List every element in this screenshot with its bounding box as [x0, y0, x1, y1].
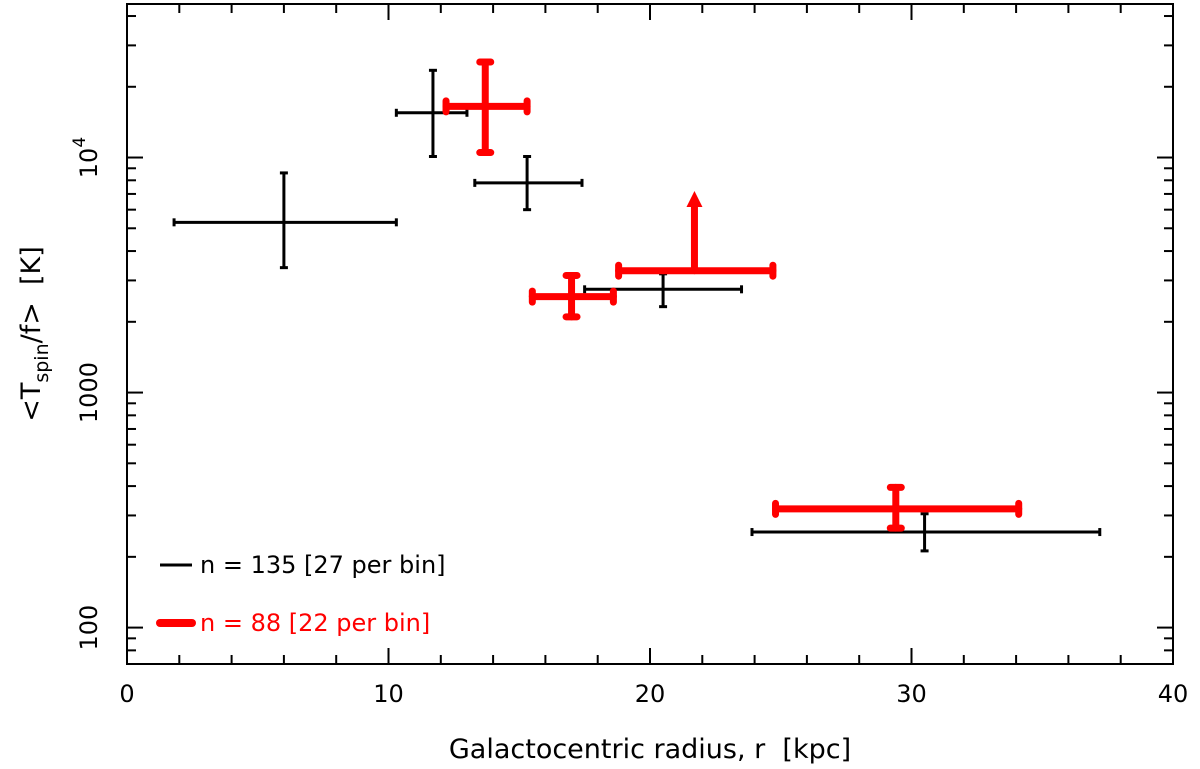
y-tick-label-base: 100 — [75, 605, 103, 651]
svg-text:104: 104 — [70, 137, 103, 178]
y-tick-label-base: 1000 — [75, 362, 103, 423]
data-point — [772, 483, 1023, 532]
lower-limit-arrow — [686, 191, 703, 208]
x-axis-title: Galactocentric radius, r [kpc] — [449, 734, 851, 765]
legend-label: n = 88 [22 per bin] — [200, 609, 430, 637]
svg-text:100: 100 — [75, 605, 103, 651]
data-point — [473, 155, 584, 212]
series-2 — [442, 58, 1023, 532]
data-point — [750, 512, 1102, 553]
y-tick-label-exponent: 4 — [70, 137, 90, 148]
x-tick-label: 40 — [1158, 680, 1189, 708]
x-tick-label: 0 — [119, 680, 134, 708]
axis-ticks — [126, 4, 1174, 665]
y-tick-label: 104 — [70, 137, 103, 178]
data-series — [172, 58, 1102, 553]
x-tick-label: 30 — [896, 680, 927, 708]
series-1 — [172, 68, 1102, 553]
y-axis-title-suffix: /f> [K] — [16, 246, 47, 343]
data-point — [394, 68, 469, 159]
data-point — [442, 58, 531, 157]
y-tick-label-base: 10 — [75, 148, 103, 179]
legend: n = 135 [27 per bin] n = 88 [22 per bin] — [156, 551, 446, 637]
data-point — [615, 191, 777, 280]
data-point — [528, 271, 617, 321]
x-tick-label: 20 — [635, 680, 666, 708]
y-tick-label: 100 — [75, 605, 103, 651]
svg-text:1000: 1000 — [75, 362, 103, 423]
y-tick-label: 1000 — [75, 362, 103, 423]
y-axis-title-subscript: spin — [31, 343, 53, 382]
y-axis-title: <Tspin/f> [K] — [16, 246, 53, 422]
y-axis-title-prefix: <T — [16, 382, 47, 422]
data-point — [583, 272, 744, 309]
x-tick-label: 10 — [373, 680, 404, 708]
data-point — [172, 171, 398, 270]
legend-label: n = 135 [27 per bin] — [200, 551, 446, 579]
